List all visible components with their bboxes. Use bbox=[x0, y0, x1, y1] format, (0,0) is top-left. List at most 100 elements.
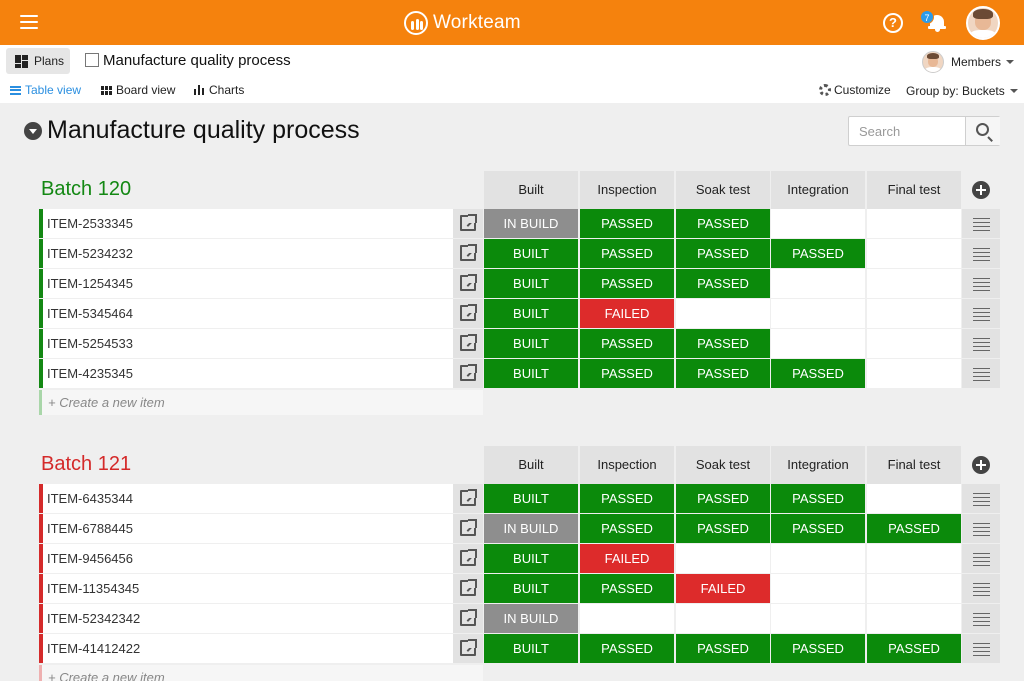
status-cell[interactable]: PASSED bbox=[580, 239, 674, 268]
status-cell[interactable]: BUILT bbox=[484, 544, 578, 573]
status-cell[interactable]: PASSED bbox=[580, 514, 674, 543]
item-name[interactable]: ITEM-5345464 bbox=[39, 299, 453, 328]
status-cell[interactable] bbox=[771, 604, 865, 633]
status-cell[interactable]: PASSED bbox=[771, 514, 865, 543]
status-cell[interactable]: PASSED bbox=[867, 514, 961, 543]
plans-button[interactable]: Plans bbox=[6, 48, 70, 74]
column-header[interactable]: Built bbox=[484, 171, 578, 209]
column-header[interactable]: Final test bbox=[867, 171, 961, 209]
search-input[interactable] bbox=[849, 117, 965, 145]
status-cell[interactable]: PASSED bbox=[771, 239, 865, 268]
status-cell[interactable]: PASSED bbox=[771, 634, 865, 663]
open-item-button[interactable] bbox=[453, 634, 483, 663]
open-item-button[interactable] bbox=[453, 604, 483, 633]
add-column-icon[interactable] bbox=[972, 181, 990, 199]
create-item-link[interactable]: + Create a new item bbox=[39, 665, 483, 681]
app-logo[interactable]: Workteam bbox=[404, 9, 521, 37]
item-name[interactable]: ITEM-9456456 bbox=[39, 544, 453, 573]
status-cell[interactable] bbox=[867, 604, 961, 633]
column-header[interactable]: Soak test bbox=[676, 171, 770, 209]
status-cell[interactable]: BUILT bbox=[484, 299, 578, 328]
status-cell[interactable] bbox=[676, 604, 770, 633]
open-item-button[interactable] bbox=[453, 209, 483, 238]
tab-table-view[interactable]: Table view bbox=[10, 82, 81, 98]
item-name[interactable]: ITEM-6788445 bbox=[39, 514, 453, 543]
row-menu-icon[interactable] bbox=[962, 359, 1000, 388]
row-menu-icon[interactable] bbox=[962, 514, 1000, 543]
status-cell[interactable]: PASSED bbox=[676, 359, 770, 388]
status-cell[interactable]: FAILED bbox=[676, 574, 770, 603]
column-header[interactable]: Integration bbox=[771, 171, 865, 209]
row-menu-icon[interactable] bbox=[962, 329, 1000, 358]
open-item-button[interactable] bbox=[453, 574, 483, 603]
status-cell[interactable]: PASSED bbox=[676, 269, 770, 298]
status-cell[interactable] bbox=[771, 269, 865, 298]
column-header[interactable]: Inspection bbox=[580, 446, 674, 484]
row-menu-icon[interactable] bbox=[962, 269, 1000, 298]
tab-board-view[interactable]: Board view bbox=[101, 82, 175, 98]
row-menu-icon[interactable] bbox=[962, 604, 1000, 633]
status-cell[interactable]: PASSED bbox=[580, 574, 674, 603]
column-header[interactable]: Soak test bbox=[676, 446, 770, 484]
status-cell[interactable] bbox=[867, 574, 961, 603]
batch-title[interactable]: Batch 120 bbox=[41, 178, 132, 200]
status-cell[interactable]: PASSED bbox=[771, 359, 865, 388]
status-cell[interactable]: BUILT bbox=[484, 239, 578, 268]
status-cell[interactable]: PASSED bbox=[580, 209, 674, 238]
customize-button[interactable]: Customize bbox=[819, 82, 891, 98]
menu-icon[interactable] bbox=[20, 15, 38, 29]
status-cell[interactable]: IN BUILD bbox=[484, 604, 578, 633]
column-header[interactable]: Integration bbox=[771, 446, 865, 484]
create-item-link[interactable]: + Create a new item bbox=[39, 390, 483, 415]
status-cell[interactable]: PASSED bbox=[676, 634, 770, 663]
search-button[interactable] bbox=[965, 117, 1000, 145]
status-cell[interactable]: PASSED bbox=[580, 269, 674, 298]
status-cell[interactable]: PASSED bbox=[676, 329, 770, 358]
status-cell[interactable]: PASSED bbox=[580, 359, 674, 388]
status-cell[interactable]: FAILED bbox=[580, 544, 674, 573]
open-item-button[interactable] bbox=[453, 544, 483, 573]
open-item-button[interactable] bbox=[453, 359, 483, 388]
status-cell[interactable]: PASSED bbox=[676, 239, 770, 268]
status-cell[interactable]: IN BUILD bbox=[484, 209, 578, 238]
column-header[interactable]: Built bbox=[484, 446, 578, 484]
status-cell[interactable]: BUILT bbox=[484, 634, 578, 663]
item-name[interactable]: ITEM-6435344 bbox=[39, 484, 453, 513]
tab-charts[interactable]: Charts bbox=[194, 82, 244, 98]
status-cell[interactable]: PASSED bbox=[771, 484, 865, 513]
add-column-icon[interactable] bbox=[972, 456, 990, 474]
help-icon[interactable]: ? bbox=[883, 13, 903, 33]
open-item-button[interactable] bbox=[453, 484, 483, 513]
item-name[interactable]: ITEM-5254533 bbox=[39, 329, 453, 358]
status-cell[interactable]: PASSED bbox=[580, 634, 674, 663]
status-cell[interactable] bbox=[867, 484, 961, 513]
status-cell[interactable]: FAILED bbox=[580, 299, 674, 328]
group-by-dropdown[interactable]: Group by: Buckets bbox=[906, 83, 1018, 99]
item-name[interactable]: ITEM-5234232 bbox=[39, 239, 453, 268]
status-cell[interactable] bbox=[676, 544, 770, 573]
status-cell[interactable]: BUILT bbox=[484, 484, 578, 513]
status-cell[interactable]: PASSED bbox=[676, 514, 770, 543]
status-cell[interactable]: BUILT bbox=[484, 269, 578, 298]
status-cell[interactable] bbox=[867, 359, 961, 388]
status-cell[interactable]: PASSED bbox=[676, 209, 770, 238]
row-menu-icon[interactable] bbox=[962, 544, 1000, 573]
status-cell[interactable]: PASSED bbox=[867, 634, 961, 663]
open-item-button[interactable] bbox=[453, 269, 483, 298]
collapse-all-icon[interactable] bbox=[24, 122, 42, 140]
status-cell[interactable] bbox=[867, 269, 961, 298]
user-avatar[interactable] bbox=[966, 6, 1000, 40]
status-cell[interactable] bbox=[771, 574, 865, 603]
status-cell[interactable] bbox=[867, 544, 961, 573]
status-cell[interactable]: PASSED bbox=[580, 484, 674, 513]
status-cell[interactable]: PASSED bbox=[676, 484, 770, 513]
item-name[interactable]: ITEM-52342342 bbox=[39, 604, 453, 633]
plan-name[interactable]: Manufacture quality process bbox=[103, 52, 291, 69]
open-item-button[interactable] bbox=[453, 239, 483, 268]
item-name[interactable]: ITEM-11354345 bbox=[39, 574, 453, 603]
status-cell[interactable]: BUILT bbox=[484, 329, 578, 358]
open-item-button[interactable] bbox=[453, 514, 483, 543]
row-menu-icon[interactable] bbox=[962, 484, 1000, 513]
column-header[interactable]: Final test bbox=[867, 446, 961, 484]
open-item-button[interactable] bbox=[453, 299, 483, 328]
